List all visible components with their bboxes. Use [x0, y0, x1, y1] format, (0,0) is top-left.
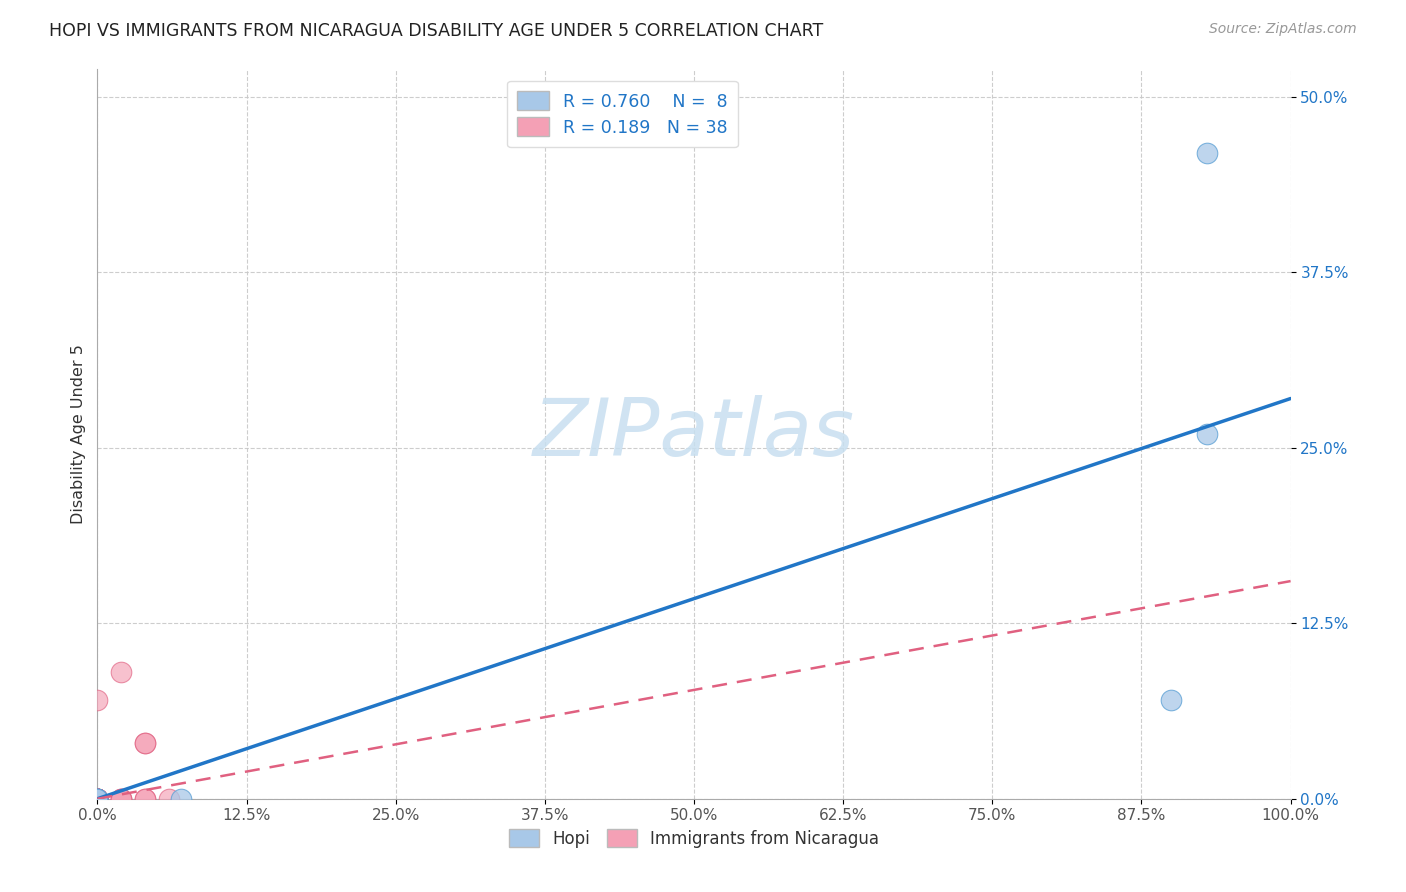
Y-axis label: Disability Age Under 5: Disability Age Under 5	[72, 343, 86, 524]
Point	[170, 791, 193, 805]
Point	[134, 791, 156, 805]
Point	[86, 791, 108, 805]
Point	[86, 791, 108, 805]
Point	[86, 791, 108, 805]
Point	[86, 791, 108, 805]
Point	[86, 791, 108, 805]
Point	[110, 791, 132, 805]
Point	[86, 791, 108, 805]
Point	[86, 791, 108, 805]
Point	[86, 791, 108, 805]
Point	[86, 791, 108, 805]
Point	[157, 791, 180, 805]
Point	[1197, 145, 1219, 160]
Point	[86, 791, 108, 805]
Text: ZIPatlas: ZIPatlas	[533, 394, 855, 473]
Point	[110, 791, 132, 805]
Point	[86, 791, 108, 805]
Point	[86, 791, 108, 805]
Point	[86, 693, 108, 707]
Point	[86, 791, 108, 805]
Point	[1197, 426, 1219, 441]
Point	[86, 791, 108, 805]
Point	[110, 791, 132, 805]
Point	[86, 791, 108, 805]
Point	[86, 791, 108, 805]
Text: Source: ZipAtlas.com: Source: ZipAtlas.com	[1209, 22, 1357, 37]
Point	[134, 791, 156, 805]
Point	[86, 791, 108, 805]
Legend: R = 0.760    N =  8, R = 0.189   N = 38: R = 0.760 N = 8, R = 0.189 N = 38	[508, 81, 738, 147]
Point	[86, 791, 108, 805]
Point	[86, 791, 108, 805]
Point	[86, 791, 108, 805]
Point	[86, 791, 108, 805]
Text: HOPI VS IMMIGRANTS FROM NICARAGUA DISABILITY AGE UNDER 5 CORRELATION CHART: HOPI VS IMMIGRANTS FROM NICARAGUA DISABI…	[49, 22, 824, 40]
Point	[86, 791, 108, 805]
Point	[86, 791, 108, 805]
Point	[86, 791, 108, 805]
Point	[86, 791, 108, 805]
Point	[86, 791, 108, 805]
Point	[86, 791, 108, 805]
Point	[1160, 693, 1182, 707]
Point	[86, 791, 108, 805]
Point	[134, 735, 156, 749]
Point	[110, 665, 132, 680]
Point	[86, 791, 108, 805]
Point	[86, 791, 108, 805]
Point	[86, 791, 108, 805]
Point	[134, 735, 156, 749]
Point	[86, 791, 108, 805]
